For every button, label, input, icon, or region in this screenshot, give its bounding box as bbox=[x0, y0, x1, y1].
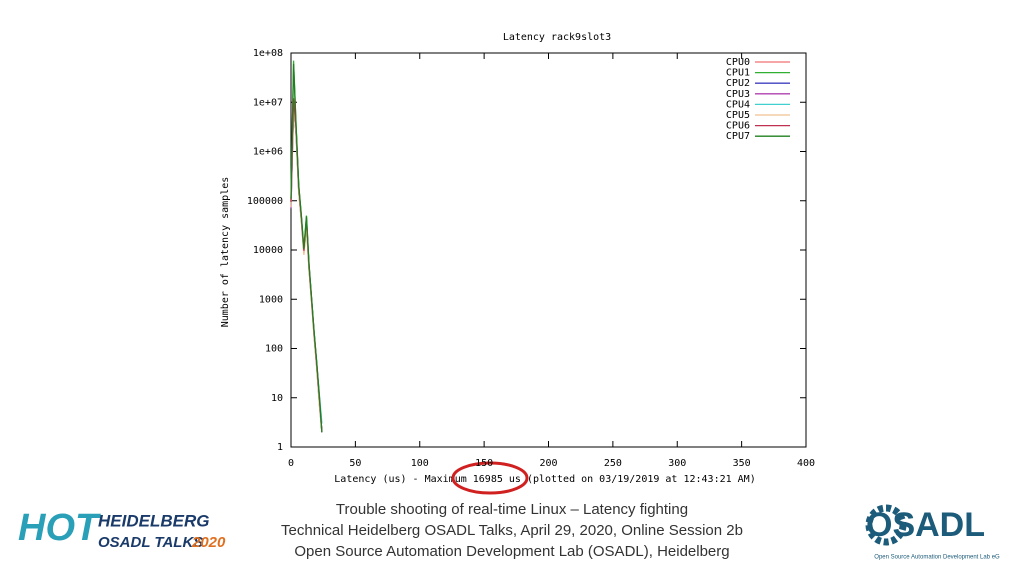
series-line bbox=[290, 105, 323, 433]
legend-label: CPU1 bbox=[726, 68, 750, 79]
x-tick-label: 150 bbox=[475, 458, 493, 469]
y-tick-label: 10000 bbox=[253, 245, 283, 256]
logo-year: 2020 bbox=[191, 534, 226, 551]
y-axis-label: Number of latency samples bbox=[220, 177, 231, 328]
x-tick-label: 50 bbox=[349, 458, 361, 469]
gear-icon bbox=[865, 504, 907, 546]
legend-label: CPU6 bbox=[726, 121, 750, 132]
left-logo: HOT HEIDELBERG OSADL TALKS 2020 bbox=[18, 507, 226, 551]
x-tick-label: 100 bbox=[411, 458, 429, 469]
logo-text: OSADL TALKS bbox=[98, 534, 203, 551]
right-logo: OSADL Open Source Automation Development… bbox=[865, 504, 1000, 561]
legend-label: CPU4 bbox=[726, 99, 750, 110]
x-axis-label: Latency (us) - Maximum 16985 us (plotted… bbox=[334, 474, 755, 485]
x-tick-label: 250 bbox=[604, 458, 622, 469]
y-tick-label: 1 bbox=[277, 442, 283, 453]
series-line bbox=[290, 63, 323, 433]
y-tick-label: 100000 bbox=[247, 196, 283, 207]
y-tick-label: 1e+07 bbox=[253, 97, 283, 108]
logo-text: HEIDELBERG bbox=[98, 511, 209, 530]
legend-label: CPU0 bbox=[726, 57, 750, 68]
legend-label: CPU7 bbox=[726, 131, 750, 142]
y-tick-label: 1000 bbox=[259, 294, 283, 305]
x-tick-label: 0 bbox=[288, 458, 294, 469]
logo-sub: Open Source Automation Development Lab e… bbox=[874, 555, 1000, 561]
footer-line: Technical Heidelberg OSADL Talks, April … bbox=[281, 522, 743, 539]
footer-line: Open Source Automation Development Lab (… bbox=[294, 543, 729, 560]
logo-name: OSADL bbox=[866, 506, 985, 544]
chart-title: Latency rack9slot3 bbox=[503, 32, 611, 43]
y-tick-label: 100 bbox=[265, 344, 283, 355]
y-tick-label: 1e+08 bbox=[253, 48, 283, 59]
highlight-ellipse bbox=[451, 461, 529, 495]
x-tick-label: 350 bbox=[733, 458, 751, 469]
x-tick-label: 200 bbox=[539, 458, 557, 469]
legend-label: CPU2 bbox=[726, 78, 750, 89]
y-tick-label: 1e+06 bbox=[253, 147, 283, 158]
x-tick-label: 300 bbox=[668, 458, 686, 469]
logo-hot: HOT bbox=[18, 507, 101, 549]
footer-line: Trouble shooting of real-time Linux – La… bbox=[336, 501, 688, 518]
y-tick-label: 10 bbox=[271, 393, 283, 404]
x-tick-label: 400 bbox=[797, 458, 815, 469]
legend-label: CPU5 bbox=[726, 110, 750, 121]
legend-label: CPU3 bbox=[726, 89, 750, 100]
